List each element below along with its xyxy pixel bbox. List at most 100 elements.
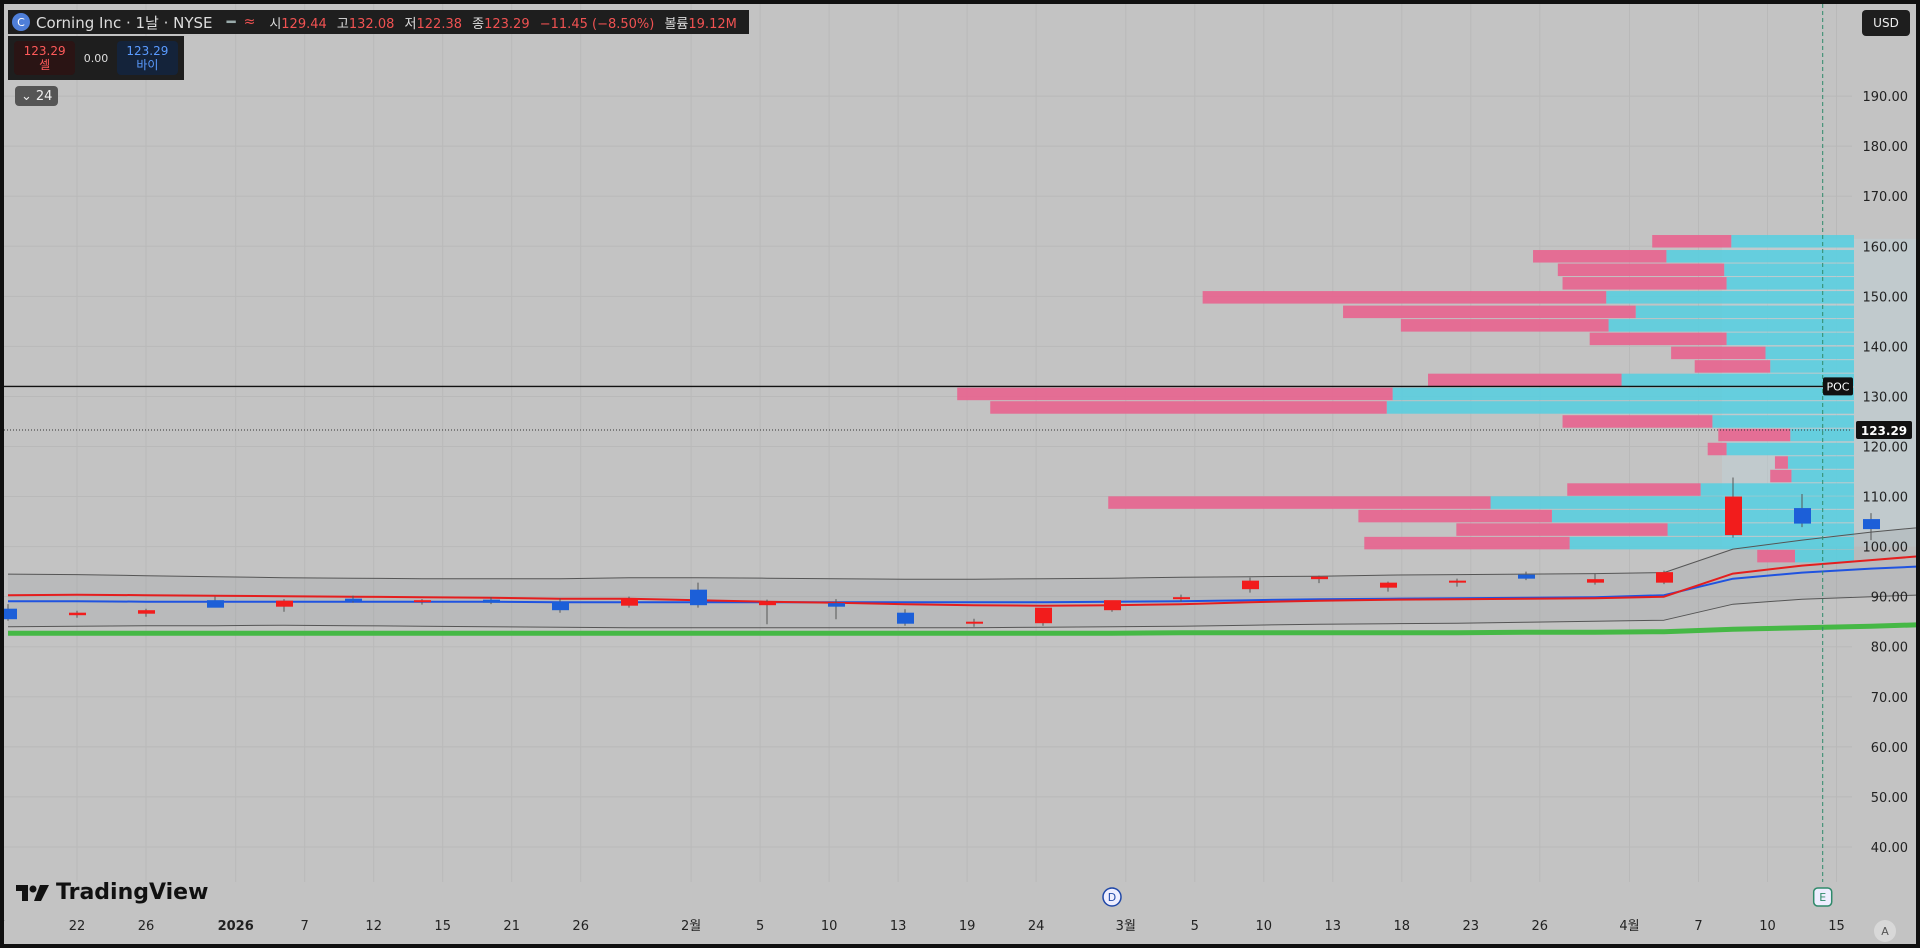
x-axis-tick-label: 26 [138,919,155,934]
x-axis-tick-label: 24 [1028,919,1045,934]
x-axis-tick-label: 10 [1759,919,1776,934]
ema-red-line [7,555,1916,607]
volume-profile-down-bar [1202,291,1607,304]
event-label: D [1108,891,1116,904]
poc-badge-label: POC [1827,380,1850,393]
volume-profile-down-bar [1400,319,1609,332]
volume-profile-up-bar [1569,536,1854,550]
volume-label: 볼륨 [664,16,689,32]
volume-profile-up-bar [1551,509,1854,523]
volume-profile-down-bar [1428,373,1622,387]
y-axis-tick-label: 190.00 [1863,90,1909,105]
x-axis-tick-label: 2월 [681,919,701,934]
poc-badge [1823,377,1853,396]
volume-profile-up-bar [1490,496,1854,509]
volume-profile-up-bar [1606,291,1854,304]
x-axis-tick-label: 2026 [218,919,254,934]
volume-profile-up-bar [1726,277,1854,290]
currency-button[interactable]: USD [1862,10,1910,36]
volume-profile-down-bar [1108,496,1491,509]
compare-icon[interactable]: ≈ [243,14,256,30]
candle-body [1035,607,1052,624]
volume-profile-up-bar [1790,428,1854,442]
chevron-down-icon: ⌄ [21,88,32,104]
ema-blue-line [8,565,1916,604]
close-value: 123.29 [484,16,530,32]
volume-profile-up-bar [1770,360,1854,373]
buy-button[interactable]: 123.29 바이 [116,41,178,75]
volume-profile-up-bar [1726,442,1854,456]
volume-profile-up-bar [1608,319,1854,332]
auto-scale-button[interactable]: A [1874,920,1896,942]
volume-profile-down-bar [1652,235,1732,248]
moving-average-green-line [8,622,1916,636]
band-fill [8,527,1916,628]
x-axis-tick-label: 15 [1828,919,1845,934]
volume-profile-down-bar [957,387,1393,401]
x-axis-tick-label: 12 [365,919,382,934]
candle-body [1794,508,1811,524]
volume-profile-up-bar [1765,346,1854,360]
x-axis-tick-label: 5 [756,919,764,934]
low-value: 122.38 [416,16,463,32]
volume-profile-down-bar [1589,332,1727,346]
volume-profile-up-bar [1667,523,1854,536]
candle-body [345,598,362,602]
candle-body [414,600,431,603]
indicators-toggle-button[interactable]: ⌄ 24 [15,86,59,106]
candle-body [483,599,500,603]
volume-profile-up-bar [1386,401,1854,414]
x-axis-tick-label: 19 [959,919,976,934]
x-axis-tick-label: 13 [890,919,907,934]
candle-body [138,610,155,614]
volume-profile-up-bar [1795,549,1854,563]
volume-profile-down-bar [1343,305,1636,319]
x-axis-tick-label: 10 [1256,919,1273,934]
low-label: 저 [404,16,417,32]
symbol-legend: C Corning Inc · 1날 · NYSE ━ ≈ 시129.44 고1… [8,10,749,34]
y-axis-tick-label: 70.00 [1871,691,1908,706]
tradingview-logo-icon [16,884,49,901]
x-axis-tick-label: 26 [1532,919,1549,934]
y-axis-tick-label: 160.00 [1863,240,1909,255]
candle-body [552,601,569,611]
brand-name: TradingView [56,880,209,905]
open-value: 129.44 [281,16,327,32]
symbol-logo-icon: C [12,13,30,31]
y-axis-tick-label: 140.00 [1863,340,1909,355]
volume-profile-down-bar [1694,360,1771,373]
volume-profile-down-bar [1757,549,1795,563]
trade-panel: 123.29 셀 0.00 123.29 바이 [8,36,184,80]
earnings-event-marker [1812,887,1833,907]
volume-profile-down-bar [1358,509,1552,523]
x-axis-tick-label: 13 [1325,919,1342,934]
volume-profile-down-bar [1562,277,1727,290]
candle-body [207,600,224,608]
x-axis-tick-label: 26 [572,919,589,934]
y-axis-tick-label: 110.00 [1863,491,1909,506]
y-axis-tick-label: 50.00 [1871,791,1908,806]
x-axis-tick-label: 3월 [1116,919,1136,934]
indicators-count: 24 [35,88,53,104]
candle-body [1242,580,1259,590]
buy-price: 123.29 [126,44,169,58]
volume-profile-down-bar [1557,263,1725,277]
band-lower-line [7,594,1916,629]
sell-button[interactable]: 123.29 셀 [14,41,76,75]
price-chart[interactable]: ED190.00180.00170.00160.00150.00140.0013… [4,4,1916,944]
x-axis-tick-label: 22 [69,919,86,934]
x-axis-tick-label: 21 [503,919,520,934]
x-axis-tick-label: 15 [434,919,451,934]
y-axis-tick-label: 120.00 [1863,441,1909,456]
visibility-icon[interactable]: ━ [226,13,236,31]
volume-profile-up-bar [1700,483,1854,496]
buy-label: 바이 [136,58,159,72]
symbol-title[interactable]: Corning Inc · 1날 · NYSE [36,13,213,32]
candle-body [759,601,776,606]
candle-body [276,600,293,607]
candle-body [1587,579,1604,583]
volume-profile-up-bar [1726,332,1854,346]
candle-body [966,621,983,624]
volume-profile-down-bar [1562,415,1713,428]
tradingview-logo[interactable]: TradingView [16,880,208,905]
